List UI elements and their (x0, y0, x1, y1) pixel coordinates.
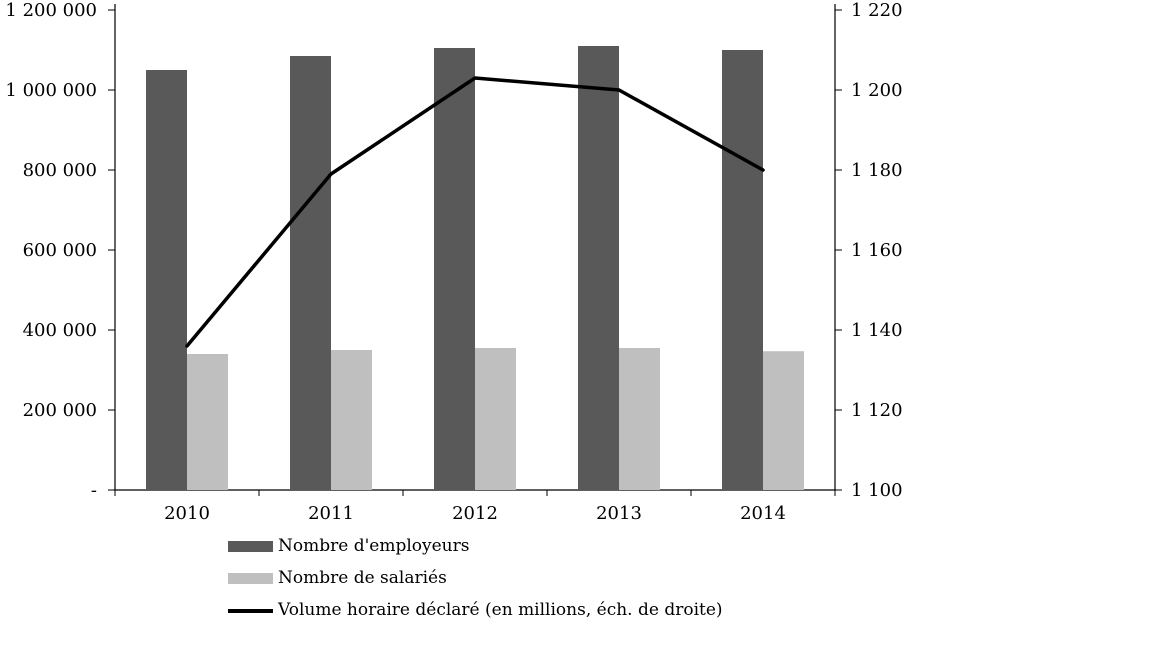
x-axis-category-label-2012: 2012 (452, 503, 498, 524)
right-axis-tick-label: 1 160 (851, 240, 903, 261)
bar-nombre-d-employeurs-2013 (578, 46, 619, 490)
x-axis-category-label-2013: 2013 (596, 503, 642, 524)
legend: Nombre d'employeurs Nombre de salariés V… (228, 536, 723, 621)
legend-swatch-employeurs (228, 541, 273, 552)
left-axis-tick-label: 1 200 000 (5, 0, 97, 21)
bar-nombre-d-employeurs-2012 (434, 48, 475, 490)
legend-label-salaries: Nombre de salariés (278, 568, 447, 588)
right-axis-tick-label: 1 220 (851, 0, 903, 21)
left-axis-tick-label: 200 000 (23, 400, 97, 421)
line-volume-horaire-d-clar-en-millions-ch-de-droite (185, 76, 765, 348)
right-axis-tick-label: 1 200 (851, 80, 903, 101)
x-axis-category-label-2011: 2011 (308, 503, 354, 524)
right-axis-tick-label: 1 140 (851, 320, 903, 341)
legend-swatch-salaries (228, 573, 273, 584)
bar-nombre-d-employeurs-2014 (722, 50, 763, 490)
left-axis-tick-label: 400 000 (23, 320, 97, 341)
legend-swatch-volume-horaire-line (228, 608, 273, 613)
bar-nombre-de-salari-s-2010 (187, 354, 228, 490)
x-axis-category-label-2014: 2014 (740, 503, 786, 524)
legend-label-employeurs: Nombre d'employeurs (278, 536, 470, 556)
left-axis-tick-label: 600 000 (23, 240, 97, 261)
legend-item-volume-horaire: Volume horaire déclaré (en millions, éch… (228, 600, 723, 621)
right-axis-tick-label: 1 180 (851, 160, 903, 181)
bar-nombre-de-salari-s-2011 (331, 350, 372, 490)
left-axis-tick-label: - (91, 480, 97, 501)
legend-item-salaries: Nombre de salariés (228, 568, 723, 589)
right-axis-tick-label: 1 100 (851, 480, 903, 501)
bar-nombre-d-employeurs-2011 (290, 56, 331, 490)
bar-nombre-de-salari-s-2012 (475, 348, 516, 490)
legend-item-employeurs: Nombre d'employeurs (228, 536, 723, 557)
left-axis-tick-label: 1 000 000 (5, 80, 97, 101)
bar-nombre-d-employeurs-2010 (146, 70, 187, 490)
x-axis-category-label-2010: 2010 (164, 503, 210, 524)
left-axis-tick-label: 800 000 (23, 160, 97, 181)
bar-nombre-de-salari-s-2013 (619, 348, 660, 490)
bar-nombre-de-salari-s-2014 (763, 351, 804, 490)
legend-label-volume-horaire: Volume horaire déclaré (en millions, éch… (278, 600, 723, 620)
right-axis-tick-label: 1 120 (851, 400, 903, 421)
